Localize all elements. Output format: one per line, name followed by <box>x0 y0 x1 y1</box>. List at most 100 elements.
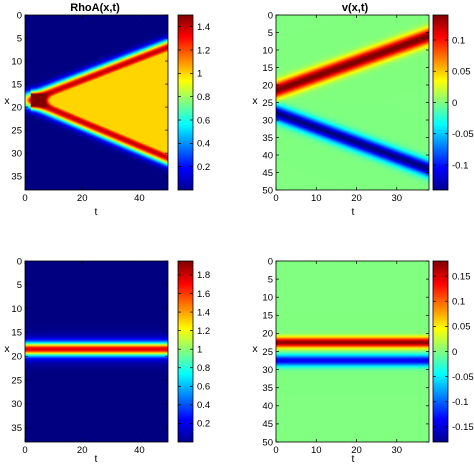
y-axis-label: x <box>4 95 10 107</box>
x-tick-label: 40 <box>134 445 145 456</box>
colorbar-tick-label: 1.6 <box>197 289 210 300</box>
y-tick-label: 0 <box>268 10 273 21</box>
y-tick-label: 10 <box>11 304 22 315</box>
colorbar-tick-label: 0.8 <box>197 363 210 374</box>
y-tick-label: 35 <box>262 383 273 394</box>
x-axis-ticks: 0 20 40 <box>22 15 145 204</box>
y-tick-label: 50 <box>262 437 273 448</box>
colorbar-tick-label: -0.1 <box>452 160 468 171</box>
x-axis-label: t <box>95 453 98 464</box>
colorbar-tick-label: -0.05 <box>452 129 474 140</box>
x-axis-label: t <box>352 206 355 218</box>
x-tick-label: 40 <box>134 193 145 204</box>
colorbar-tick-label: 1 <box>197 344 202 355</box>
plot-frame <box>24 14 169 191</box>
colorbar-tick-label: 1.8 <box>197 270 210 281</box>
heatmap-image <box>25 261 168 442</box>
colorbar-tick-label: 0.6 <box>197 382 210 393</box>
y-tick-label: 15 <box>262 311 273 322</box>
y-tick-label: 15 <box>262 63 273 74</box>
y-tick-label: 30 <box>11 148 22 159</box>
colorbar-tick-label: 0.6 <box>197 115 210 126</box>
y-tick-label: 25 <box>262 98 273 109</box>
colorbar-tick-label: 0.8 <box>197 92 210 103</box>
x-tick-label: 20 <box>351 193 362 204</box>
x-tick-label: 30 <box>392 193 403 204</box>
colorbar-tick-label: 0.2 <box>197 162 210 173</box>
colorbar-tick-label: 0.05 <box>452 322 471 333</box>
y-tick-label: 30 <box>262 115 273 126</box>
y-tick-label: 0 <box>268 256 273 267</box>
y-tick-label: 5 <box>17 33 22 44</box>
colorbar-tick-label: 0.2 <box>197 419 210 430</box>
x-tick-label: 10 <box>311 445 322 456</box>
colorbar-ticks: 0.2 0.4 0.6 0.8 1 1.2 1.4 <box>178 22 210 173</box>
y-tick-label: 0 <box>17 256 22 267</box>
colorbar-tick-label: 1.2 <box>197 45 210 56</box>
y-tick-label: 30 <box>11 399 22 410</box>
x-tick-label: 30 <box>392 445 403 456</box>
colorbar-ticks: -0.15 -0.1 -0.05 0 0.05 0.1 0.15 <box>433 271 474 433</box>
y-tick-label: 35 <box>262 133 273 144</box>
y-tick-label: 25 <box>11 375 22 386</box>
y-axis-ticks: 0 5 10 15 20 25 30 35 <box>11 256 168 434</box>
y-tick-label: 25 <box>11 125 22 136</box>
x-axis-label: t <box>352 453 355 464</box>
colorbar <box>177 14 194 191</box>
y-tick-label: 35 <box>11 423 22 434</box>
plot-frame <box>24 260 169 443</box>
y-tick-label: 20 <box>11 102 22 113</box>
y-tick-label: 20 <box>262 80 273 91</box>
colorbar-tick-label: 0.4 <box>197 400 210 411</box>
y-tick-label: 10 <box>11 56 22 67</box>
heatmap-raster <box>25 15 168 190</box>
heatmap-raster <box>276 15 429 190</box>
y-tick-label: 20 <box>11 352 22 363</box>
colorbar-tick-label: 0.1 <box>452 35 465 46</box>
y-tick-label: 35 <box>11 171 22 182</box>
x-axis-ticks: 0 10 20 30 <box>273 261 402 456</box>
y-tick-label: 5 <box>268 274 273 285</box>
colorbar-tick-label: 1.4 <box>197 22 210 33</box>
colorbar-tick-label: 0 <box>452 98 457 109</box>
y-axis-label: x <box>252 95 258 107</box>
y-tick-label: 45 <box>262 419 273 430</box>
panel-title: v(x,t) <box>342 2 369 14</box>
colorbar-tick-label: 1.2 <box>197 326 210 337</box>
y-tick-label: 45 <box>262 168 273 179</box>
colorbar-tick-label: 0 <box>452 347 457 358</box>
heatmap-image <box>276 15 429 190</box>
panel-title: RhoA(x,t) <box>70 2 120 14</box>
y-tick-label: 20 <box>262 329 273 340</box>
colorbar-tick-label: 0.15 <box>452 271 471 282</box>
heatmap-raster <box>276 261 429 442</box>
x-axis-label: t <box>95 206 98 218</box>
y-tick-label: 15 <box>11 79 22 90</box>
y-tick-label: 5 <box>268 28 273 39</box>
x-tick-label: 10 <box>311 193 322 204</box>
colorbar-tick-label: 1 <box>197 69 202 80</box>
colorbar <box>177 260 194 443</box>
colorbar-tick-label: -0.1 <box>452 397 468 408</box>
x-axis-ticks: 0 10 20 30 <box>273 15 402 204</box>
y-tick-label: 50 <box>262 185 273 196</box>
colorbar-tick-label: 0.4 <box>197 139 210 150</box>
x-axis-ticks: 0 20 40 <box>22 261 145 456</box>
x-tick-label: 20 <box>77 445 88 456</box>
y-tick-label: 5 <box>17 280 22 291</box>
y-tick-label: 10 <box>262 45 273 56</box>
y-tick-label: 15 <box>11 328 22 339</box>
y-axis-label: x <box>252 343 258 355</box>
heatmap-raster <box>25 261 168 442</box>
heatmap-image <box>276 261 429 442</box>
y-tick-label: 40 <box>262 401 273 412</box>
y-axis-ticks: 0 5 10 15 20 25 30 35 <box>11 10 168 182</box>
y-axis-ticks: 0 5 10 15 20 25 30 35 40 45 50 <box>262 256 429 448</box>
colorbar-tick-label: -0.15 <box>452 422 474 433</box>
colorbar-ticks: 0.2 0.4 0.6 0.8 1 1.2 1.4 1.6 1.8 <box>178 270 210 430</box>
colorbar-tick-label: 0.05 <box>452 67 471 78</box>
colorbar-tick-label: -0.05 <box>452 372 474 383</box>
y-axis-ticks: 0 5 10 15 20 25 30 35 40 45 50 <box>262 10 429 196</box>
